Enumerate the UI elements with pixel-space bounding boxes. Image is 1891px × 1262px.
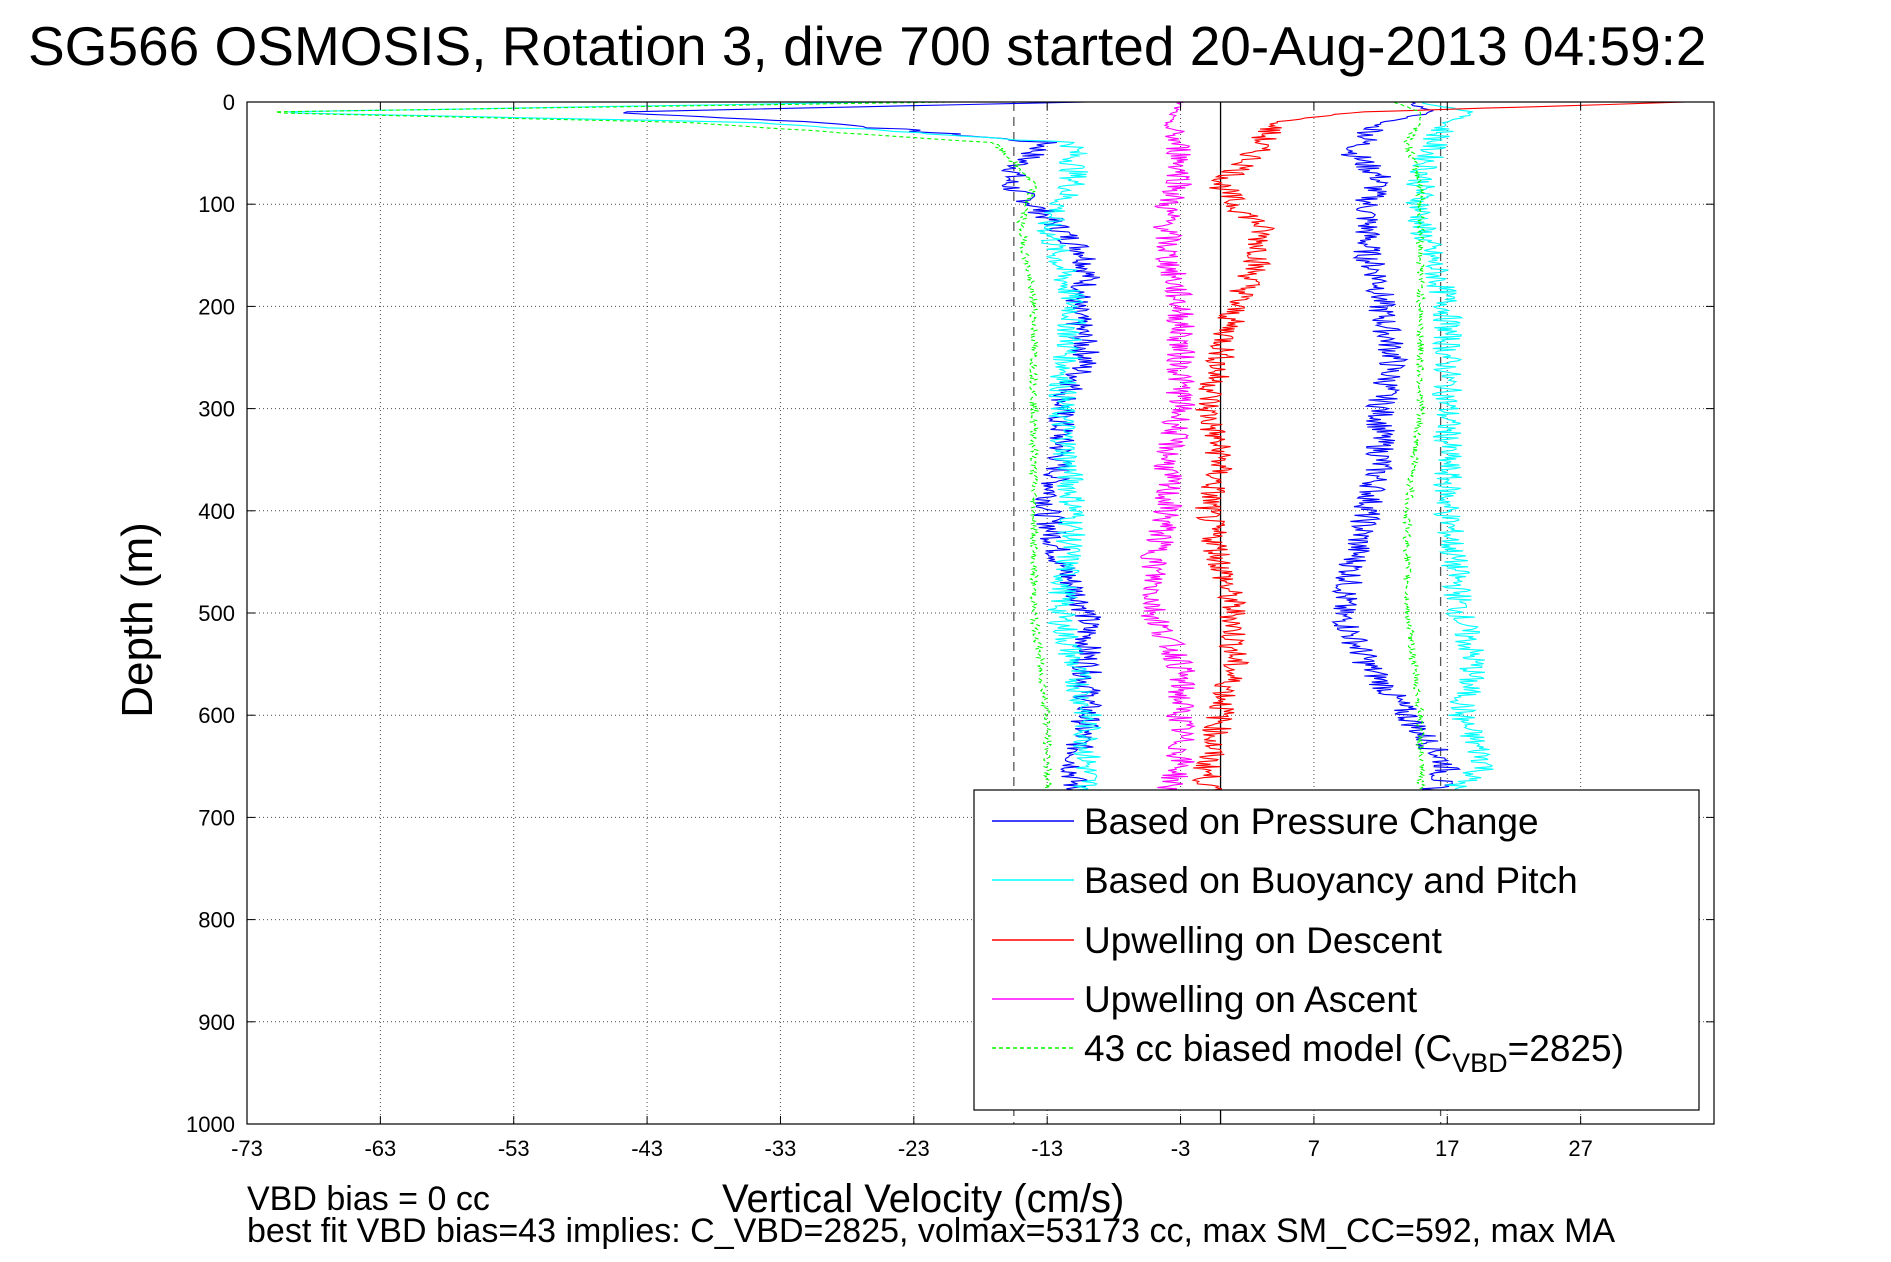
series-layer bbox=[275, 101, 1687, 818]
footer-best-fit: best fit VBD bias=43 implies: C_VBD=2825… bbox=[247, 1212, 1616, 1250]
axes-layer: -73 -63 -53 -43 -33 -23 -13 -3 7 17 27 0 100 200 300 40… bbox=[186, 90, 1715, 1161]
footer-vbd-bias: VBD bias = 0 cc bbox=[247, 1180, 490, 1218]
y-tick-label: 300 bbox=[198, 397, 235, 422]
series-line-1-ascent bbox=[1405, 101, 1494, 792]
y-tick-label: 0 bbox=[223, 90, 235, 115]
y-tick-label: 400 bbox=[198, 499, 235, 524]
legend-box: Based on Pressure Change Based on Buoyanc… bbox=[973, 789, 1700, 1111]
y-tick-label: 100 bbox=[198, 192, 235, 217]
x-tick-label: -3 bbox=[1171, 1136, 1191, 1161]
legend-entry: Upwelling on Descent bbox=[1084, 920, 1443, 961]
x-tick-label: -23 bbox=[898, 1136, 930, 1161]
x-tick-label: 27 bbox=[1568, 1136, 1592, 1161]
series-line-1-descent bbox=[288, 101, 1102, 818]
y-tick-label: 500 bbox=[198, 601, 235, 626]
x-tick-label: -63 bbox=[364, 1136, 396, 1161]
y-axis-label: Depth (m) bbox=[113, 522, 162, 718]
series-line-4-descent bbox=[275, 101, 1053, 818]
y-tick-label: 900 bbox=[198, 1010, 235, 1035]
legend-entry: Based on Pressure Change bbox=[1084, 801, 1539, 842]
x-axis-label: Vertical Velocity (cm/s) bbox=[722, 1177, 1125, 1221]
series-line-0-ascent bbox=[1331, 101, 1462, 792]
x-tick-label: -43 bbox=[631, 1136, 663, 1161]
series-line-3 bbox=[1140, 101, 1196, 792]
legend-frame bbox=[973, 789, 1700, 1111]
y-tick-label: 200 bbox=[198, 294, 235, 319]
y-tick-label: 1000 bbox=[186, 1112, 235, 1137]
chart-title: SG566 OSMOSIS, Rotation 3, dive 700 star… bbox=[28, 15, 1707, 77]
x-tick-label: 7 bbox=[1308, 1136, 1320, 1161]
x-tick-label: 17 bbox=[1435, 1136, 1459, 1161]
x-tick-label: -53 bbox=[498, 1136, 530, 1161]
series-line-2 bbox=[1191, 101, 1687, 818]
legend-entry: Upwelling on Ascent bbox=[1084, 979, 1418, 1020]
y-tick-label: 800 bbox=[198, 908, 235, 933]
series-line-4-ascent bbox=[1393, 101, 1427, 792]
legend-entry: Based on Buoyancy and Pitch bbox=[1084, 860, 1578, 901]
x-tick-label: -13 bbox=[1031, 1136, 1063, 1161]
x-tick-label: -33 bbox=[765, 1136, 797, 1161]
y-tick-label: 600 bbox=[198, 703, 235, 728]
x-tick-label: -73 bbox=[231, 1136, 263, 1161]
y-tick-label: 700 bbox=[198, 805, 235, 830]
series-line-0-descent bbox=[623, 101, 1103, 818]
